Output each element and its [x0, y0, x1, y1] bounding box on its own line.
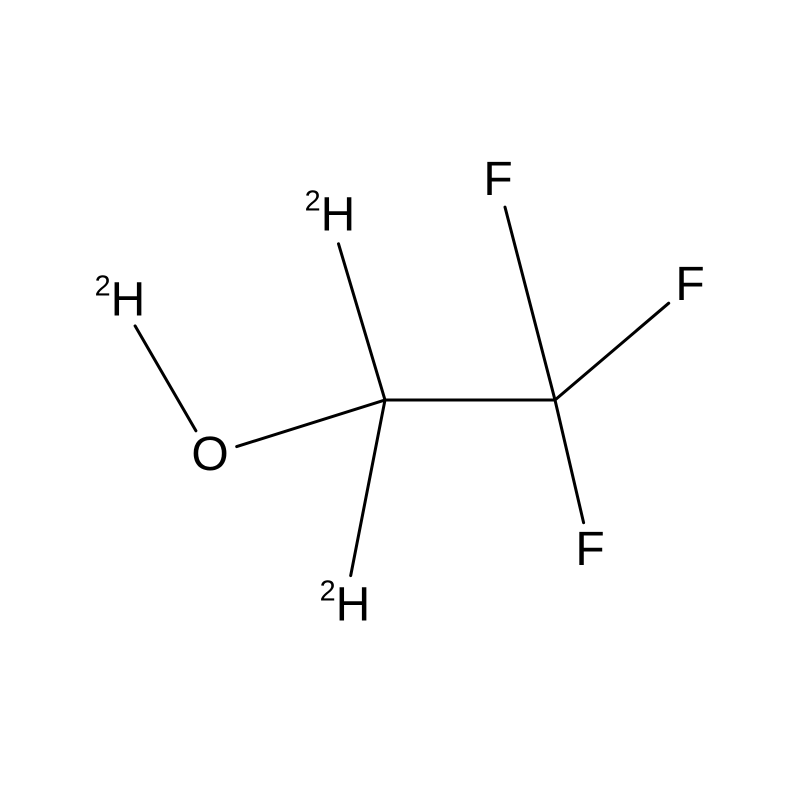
atom-text: H [321, 189, 356, 242]
chemical-structure-canvas: F F F 2H 2H O 2H [0, 0, 800, 800]
atom-text: F [675, 258, 704, 311]
bond-line [555, 303, 669, 400]
bonds-layer [0, 0, 800, 800]
bond-line [339, 244, 386, 400]
atom-text: F [575, 523, 604, 576]
atom-label-F-top: F [483, 156, 512, 204]
atom-label-2H-bottom: 2H [320, 581, 371, 630]
bond-line [135, 326, 196, 431]
atom-text: H [111, 274, 146, 327]
atom-label-F-bottom: F [575, 526, 604, 574]
atom-text: H [336, 579, 371, 632]
atom-text: O [191, 428, 228, 481]
isotope-superscript: 2 [95, 271, 111, 303]
atom-label-O: O [191, 431, 228, 479]
bond-line [351, 400, 385, 576]
bond-line [237, 400, 385, 447]
atom-label-2H-top: 2H [305, 191, 356, 240]
bond-line [555, 400, 584, 523]
isotope-superscript: 2 [305, 186, 321, 218]
atom-label-2H-OH: 2H [95, 276, 146, 325]
atom-label-F-right: F [675, 261, 704, 309]
isotope-superscript: 2 [320, 576, 336, 608]
bond-line [505, 207, 555, 400]
atom-text: F [483, 153, 512, 206]
